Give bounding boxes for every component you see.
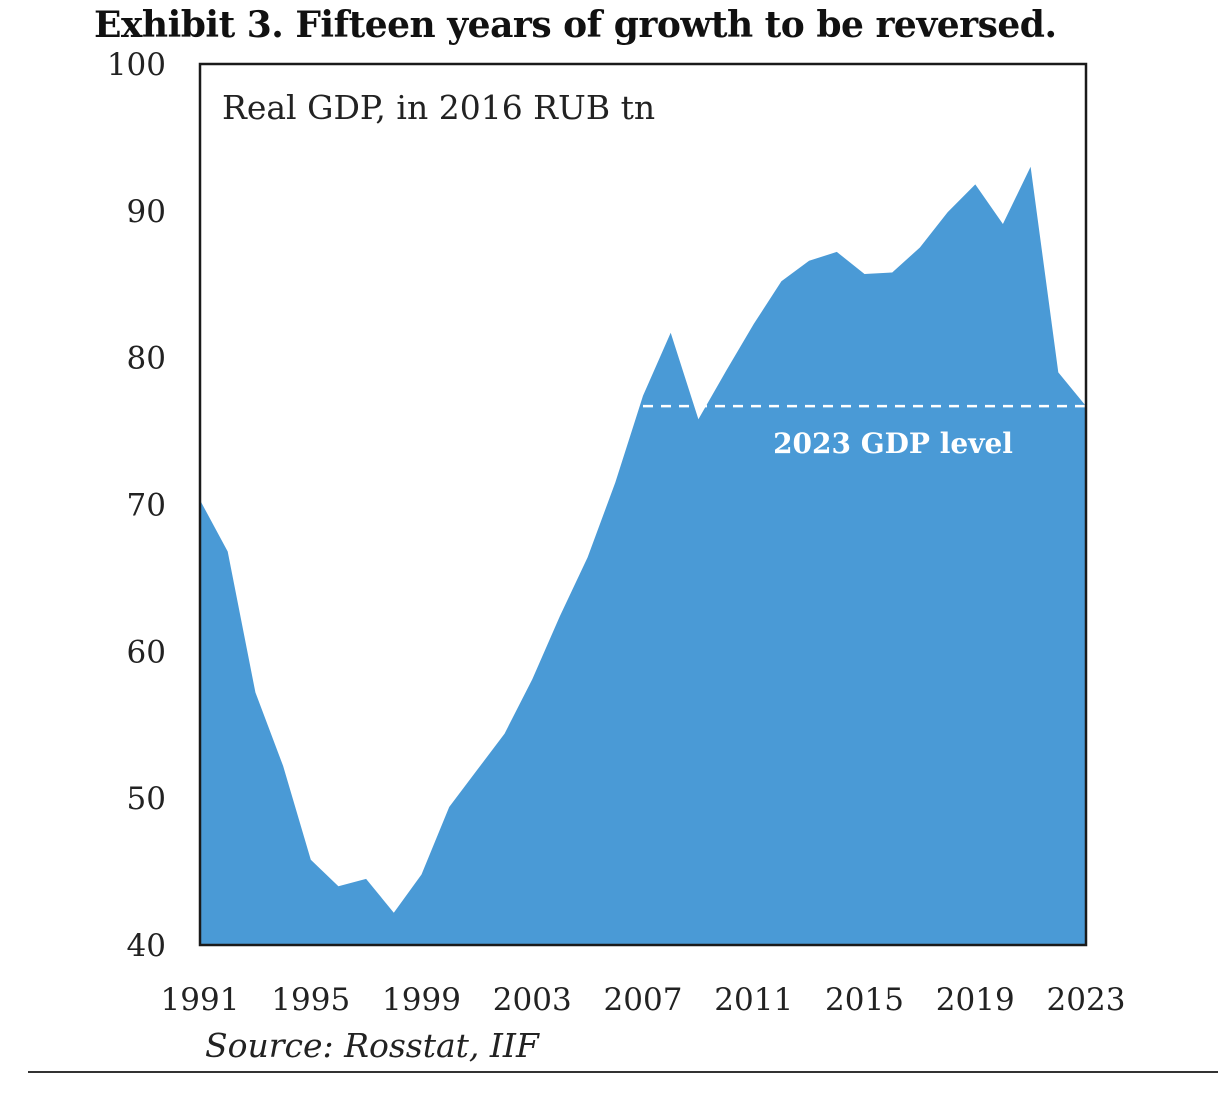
- data-point-2018: [946, 210, 950, 214]
- x-tick-label-2023: 2023: [1047, 982, 1126, 1018]
- y-tick-label-80: 80: [127, 341, 166, 377]
- data-point-1997: [364, 877, 368, 881]
- x-tick-label-2007: 2007: [604, 982, 683, 1018]
- x-tick-label-2003: 2003: [493, 982, 572, 1018]
- y-axis: 40 50 60 70 80 90 100: [107, 47, 166, 964]
- data-point-2014: [835, 250, 839, 254]
- x-tick-label-1995: 1995: [271, 982, 350, 1018]
- data-point-1994: [281, 764, 285, 768]
- data-point-2008: [669, 331, 673, 335]
- data-point-2007: [641, 394, 645, 398]
- x-tick-label-2015: 2015: [825, 982, 904, 1018]
- x-tick-label-1999: 1999: [382, 982, 461, 1018]
- data-point-2015: [863, 272, 867, 276]
- data-point-2002: [503, 732, 507, 736]
- x-tick-label-1991: 1991: [161, 982, 240, 1018]
- x-axis: 1991 1995 1999 2003 2007 2011 2015 2019 2023: [161, 982, 1126, 1018]
- data-point-1995: [309, 858, 313, 862]
- data-point-2020: [1001, 222, 1005, 226]
- plot-area: 2023 GDP level Real GDP, in 2016 RUB tn: [198, 62, 1088, 947]
- reference-line-label: 2023 GDP level: [773, 427, 1013, 460]
- y-tick-label-50: 50: [127, 781, 166, 817]
- source-note: Source: Rosstat, IIF: [205, 1026, 539, 1065]
- data-point-2001: [475, 768, 479, 772]
- bottom-rule: [28, 1071, 1218, 1073]
- y-tick-label-100: 100: [107, 47, 166, 83]
- y-tick-label-90: 90: [127, 194, 166, 230]
- data-point-2005: [586, 555, 590, 559]
- data-point-2022: [1056, 370, 1060, 374]
- data-point-2013: [807, 259, 811, 263]
- data-point-1992: [226, 550, 230, 554]
- data-point-2004: [558, 614, 562, 618]
- data-point-2006: [613, 481, 617, 485]
- x-tick-label-2011: 2011: [714, 982, 793, 1018]
- data-point-2017: [918, 246, 922, 250]
- data-point-2012: [779, 279, 783, 283]
- chart-title: Exhibit 3. Fifteen years of growth to be…: [94, 4, 1057, 46]
- y-tick-label-60: 60: [127, 634, 166, 670]
- plot-frame: [198, 62, 1088, 947]
- data-point-2010: [724, 369, 728, 373]
- data-point-2021: [1029, 165, 1033, 169]
- data-point-1993: [253, 690, 257, 694]
- y-tick-label-70: 70: [127, 488, 166, 524]
- data-point-1999: [420, 873, 424, 877]
- data-point-2009: [696, 417, 700, 421]
- data-point-2016: [890, 271, 894, 275]
- data-point-1996: [336, 884, 340, 888]
- data-point-2000: [447, 805, 451, 809]
- data-point-1998: [392, 911, 396, 915]
- chart-subtitle: Real GDP, in 2016 RUB tn: [222, 88, 655, 127]
- y-tick-label-40: 40: [127, 928, 166, 964]
- x-tick-label-2019: 2019: [936, 982, 1015, 1018]
- data-point-2011: [752, 322, 756, 326]
- gdp-area: [200, 166, 1086, 946]
- data-point-2019: [973, 182, 977, 186]
- data-point-2003: [530, 677, 534, 681]
